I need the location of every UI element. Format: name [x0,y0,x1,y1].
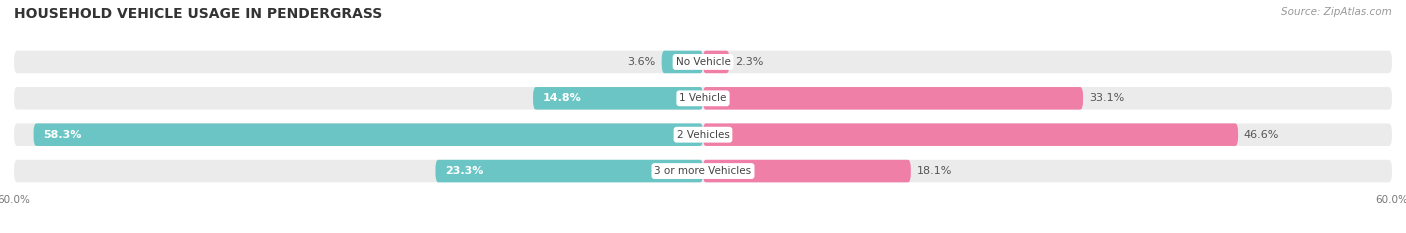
FancyBboxPatch shape [662,51,703,73]
FancyBboxPatch shape [436,160,703,182]
FancyBboxPatch shape [14,160,1392,182]
FancyBboxPatch shape [14,51,1392,73]
FancyBboxPatch shape [703,51,730,73]
Text: 3 or more Vehicles: 3 or more Vehicles [654,166,752,176]
Text: 2.3%: 2.3% [735,57,763,67]
FancyBboxPatch shape [703,160,911,182]
FancyBboxPatch shape [703,123,1239,146]
Text: 58.3%: 58.3% [42,130,82,140]
FancyBboxPatch shape [14,87,1392,110]
Text: HOUSEHOLD VEHICLE USAGE IN PENDERGRASS: HOUSEHOLD VEHICLE USAGE IN PENDERGRASS [14,7,382,21]
FancyBboxPatch shape [533,87,703,110]
Text: 33.1%: 33.1% [1088,93,1123,103]
Text: 46.6%: 46.6% [1244,130,1279,140]
Text: No Vehicle: No Vehicle [675,57,731,67]
Text: 2 Vehicles: 2 Vehicles [676,130,730,140]
Text: 14.8%: 14.8% [543,93,581,103]
Text: 23.3%: 23.3% [444,166,484,176]
Text: 18.1%: 18.1% [917,166,952,176]
Text: 1 Vehicle: 1 Vehicle [679,93,727,103]
FancyBboxPatch shape [14,123,1392,146]
FancyBboxPatch shape [34,123,703,146]
FancyBboxPatch shape [703,87,1083,110]
Text: 3.6%: 3.6% [627,57,657,67]
Text: Source: ZipAtlas.com: Source: ZipAtlas.com [1281,7,1392,17]
